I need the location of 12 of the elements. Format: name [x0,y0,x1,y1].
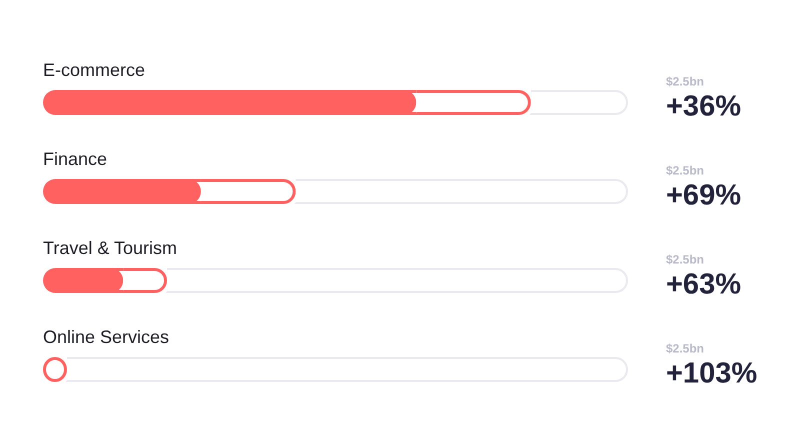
text: +103% [666,358,758,390]
text: $2.5bn [666,342,704,356]
text: $2.5bn [666,74,704,88]
y-tick-label: Travel & Tourism [43,238,178,258]
text: +63% [666,268,742,300]
y-tick-label: E-commerce [43,60,146,80]
y-tick-label: Online Services [43,327,170,347]
text: $2.5bn [666,252,704,266]
text: $2.5bn [666,164,704,178]
text: +36% [666,90,742,122]
text: +69% [666,180,742,212]
y-tick-label: Finance [43,149,108,169]
